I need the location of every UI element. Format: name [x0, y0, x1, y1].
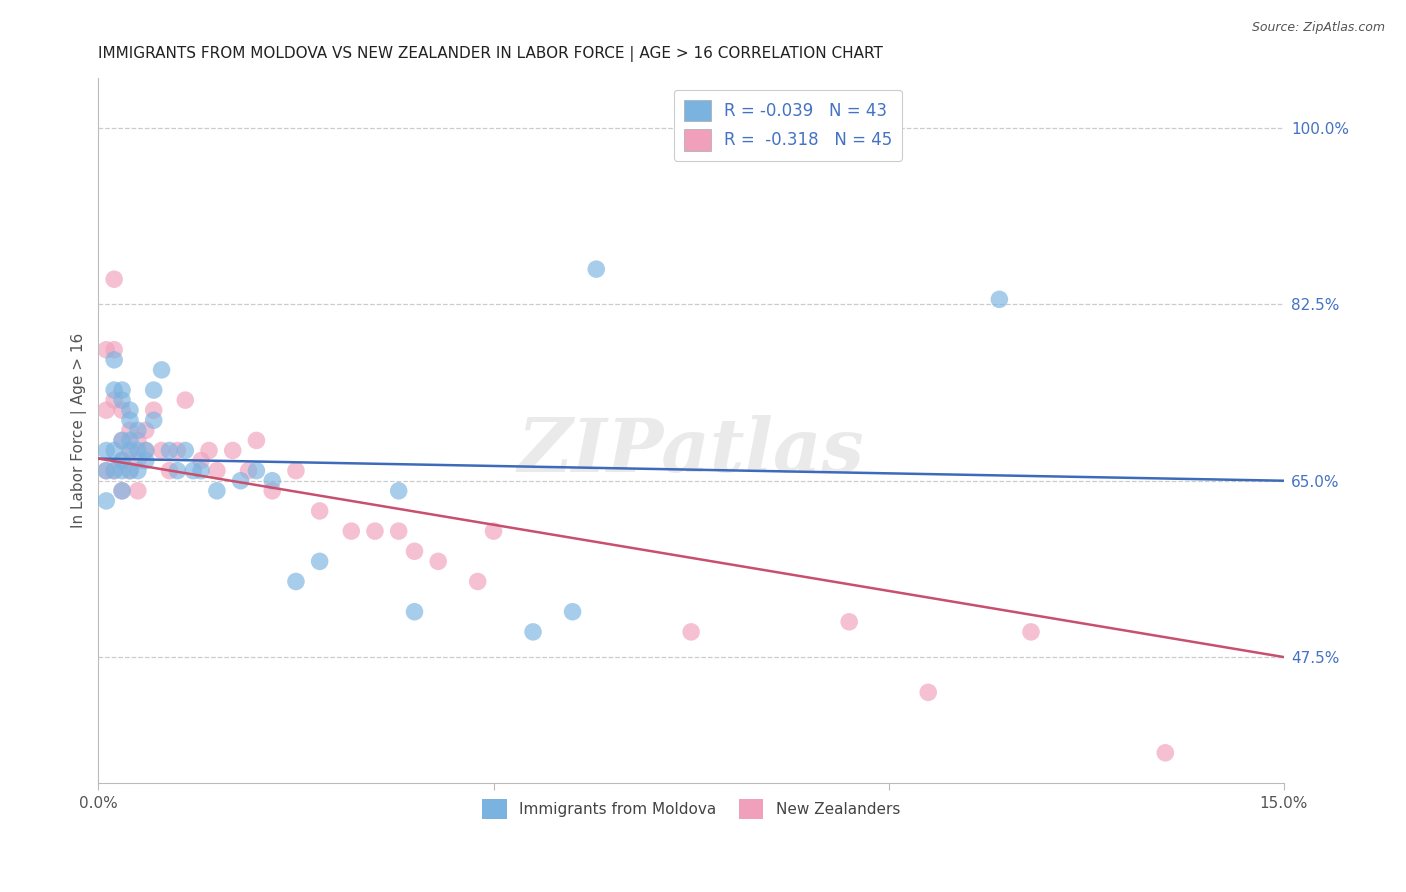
- Point: [205, 464, 228, 478]
- Point: [103, 383, 125, 397]
- Point: [988, 293, 1011, 307]
- Point: [103, 393, 125, 408]
- Point: [174, 443, 197, 458]
- Point: [118, 403, 141, 417]
- Point: [103, 464, 125, 478]
- Point: [96, 464, 118, 478]
- Point: [150, 363, 173, 377]
- Point: [96, 464, 118, 478]
- Point: [482, 524, 505, 538]
- Point: [142, 413, 165, 427]
- Legend: Immigrants from Moldova, New Zealanders: Immigrants from Moldova, New Zealanders: [477, 793, 905, 825]
- Point: [205, 483, 228, 498]
- Point: [127, 464, 149, 478]
- Point: [284, 574, 307, 589]
- Point: [118, 464, 141, 478]
- Point: [135, 443, 157, 458]
- Point: [340, 524, 363, 538]
- Point: [111, 434, 134, 448]
- Point: [262, 483, 284, 498]
- Y-axis label: In Labor Force | Age > 16: In Labor Force | Age > 16: [72, 333, 87, 528]
- Point: [111, 434, 134, 448]
- Point: [838, 615, 860, 629]
- Point: [245, 464, 267, 478]
- Point: [135, 423, 157, 437]
- Point: [127, 483, 149, 498]
- Point: [135, 443, 157, 458]
- Point: [404, 544, 426, 558]
- Point: [159, 464, 181, 478]
- Point: [262, 474, 284, 488]
- Point: [1154, 746, 1177, 760]
- Point: [118, 423, 141, 437]
- Point: [96, 443, 118, 458]
- Point: [127, 434, 149, 448]
- Point: [103, 443, 125, 458]
- Point: [681, 624, 703, 639]
- Point: [427, 554, 450, 568]
- Point: [135, 453, 157, 467]
- Point: [388, 483, 411, 498]
- Point: [127, 453, 149, 467]
- Point: [118, 464, 141, 478]
- Point: [103, 272, 125, 286]
- Point: [111, 383, 134, 397]
- Point: [1019, 624, 1042, 639]
- Point: [111, 403, 134, 417]
- Point: [111, 464, 134, 478]
- Point: [181, 464, 204, 478]
- Text: ZIPatlas: ZIPatlas: [517, 416, 865, 488]
- Point: [388, 524, 411, 538]
- Point: [111, 483, 134, 498]
- Point: [308, 504, 330, 518]
- Point: [96, 343, 118, 357]
- Point: [229, 474, 252, 488]
- Point: [111, 393, 134, 408]
- Point: [111, 483, 134, 498]
- Point: [166, 443, 188, 458]
- Point: [111, 453, 134, 467]
- Point: [522, 624, 544, 639]
- Text: IMMIGRANTS FROM MOLDOVA VS NEW ZEALANDER IN LABOR FORCE | AGE > 16 CORRELATION C: IMMIGRANTS FROM MOLDOVA VS NEW ZEALANDER…: [98, 46, 883, 62]
- Point: [174, 393, 197, 408]
- Point: [917, 685, 939, 699]
- Point: [222, 443, 245, 458]
- Point: [118, 443, 141, 458]
- Point: [467, 574, 489, 589]
- Point: [118, 434, 141, 448]
- Point: [142, 383, 165, 397]
- Point: [103, 352, 125, 367]
- Point: [150, 443, 173, 458]
- Point: [103, 343, 125, 357]
- Point: [103, 464, 125, 478]
- Point: [127, 423, 149, 437]
- Point: [127, 443, 149, 458]
- Point: [111, 453, 134, 467]
- Point: [238, 464, 260, 478]
- Point: [364, 524, 387, 538]
- Point: [190, 464, 212, 478]
- Point: [166, 464, 188, 478]
- Point: [561, 605, 583, 619]
- Point: [404, 605, 426, 619]
- Point: [96, 403, 118, 417]
- Point: [585, 262, 607, 277]
- Point: [308, 554, 330, 568]
- Point: [96, 494, 118, 508]
- Point: [284, 464, 307, 478]
- Point: [118, 443, 141, 458]
- Point: [142, 403, 165, 417]
- Point: [245, 434, 267, 448]
- Text: Source: ZipAtlas.com: Source: ZipAtlas.com: [1251, 21, 1385, 34]
- Point: [159, 443, 181, 458]
- Point: [198, 443, 221, 458]
- Point: [118, 413, 141, 427]
- Point: [190, 453, 212, 467]
